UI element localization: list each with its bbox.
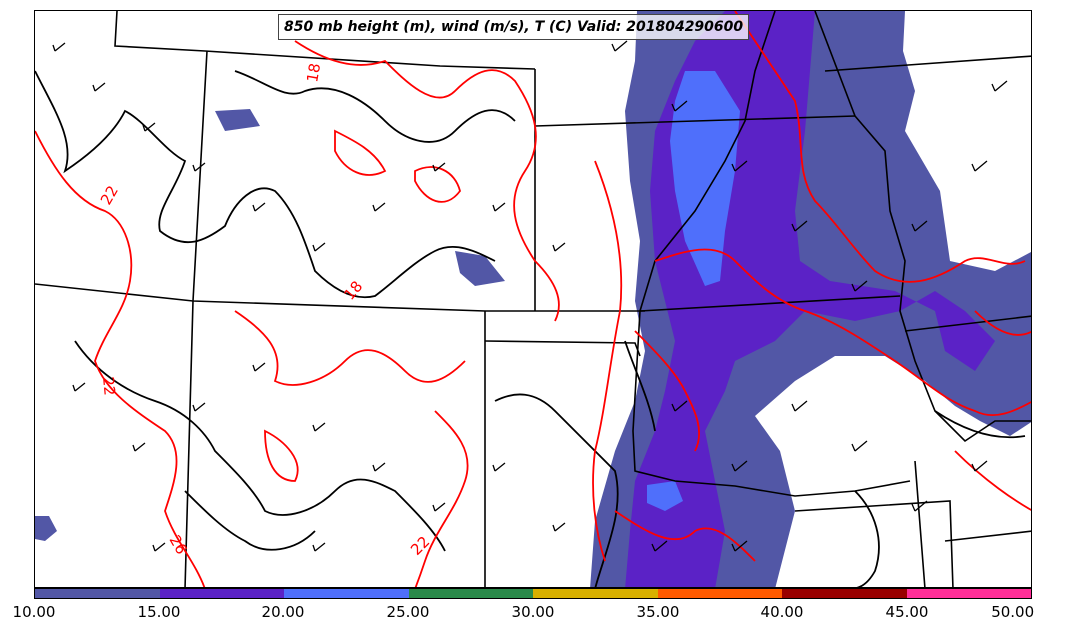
colorbar-tick-label: 15.00 xyxy=(137,603,181,621)
colorbar-tick-label: 10.00 xyxy=(12,603,56,621)
colorbar-segment-40-45 xyxy=(782,589,907,598)
temperature-contours xyxy=(35,11,1031,587)
contour-label: 18 xyxy=(340,277,366,303)
colorbar-segment-30-35 xyxy=(533,589,658,598)
colorbar-segment-25-30 xyxy=(408,589,533,598)
colorbar-tick-label: 20.00 xyxy=(261,603,305,621)
colorbar-segment-35-40 xyxy=(657,589,782,598)
colorbar-tick-label: 40.00 xyxy=(760,603,804,621)
colorbar-tick-label: 30.00 xyxy=(511,603,555,621)
colorbar xyxy=(34,588,1032,599)
colorbar-tick-label: 35.00 xyxy=(636,603,680,621)
map-panel: 18 22 18 22 26 22 xyxy=(34,10,1032,588)
colorbar-tick-label: 50.00 xyxy=(991,603,1035,621)
contour-label: 18 xyxy=(303,62,324,84)
state-boundaries xyxy=(35,11,1031,587)
colorbar-segment-15-20 xyxy=(159,589,284,598)
colorbar-segment-45-50 xyxy=(906,589,1031,598)
colorbar-tick-label: 25.00 xyxy=(386,603,430,621)
colorbar-tick-label: 45.00 xyxy=(885,603,929,621)
contour-label: 22 xyxy=(407,533,433,559)
wind-shade-20-25-patch xyxy=(647,481,683,511)
colorbar-segment-20-25 xyxy=(284,589,409,598)
wind-barbs xyxy=(52,40,1008,552)
contour-label: 22 xyxy=(97,182,122,208)
map-title: 850 mb height (m), wind (m/s), T (C) Val… xyxy=(278,14,750,40)
map-canvas: 18 22 18 22 26 22 xyxy=(35,11,1031,587)
wind-shade-10-15-west xyxy=(35,109,505,541)
wind-shade-20-25 xyxy=(670,71,740,286)
height-contours xyxy=(35,70,1026,587)
colorbar-segment-10-15 xyxy=(35,589,160,598)
contour-label: 22 xyxy=(99,376,119,397)
